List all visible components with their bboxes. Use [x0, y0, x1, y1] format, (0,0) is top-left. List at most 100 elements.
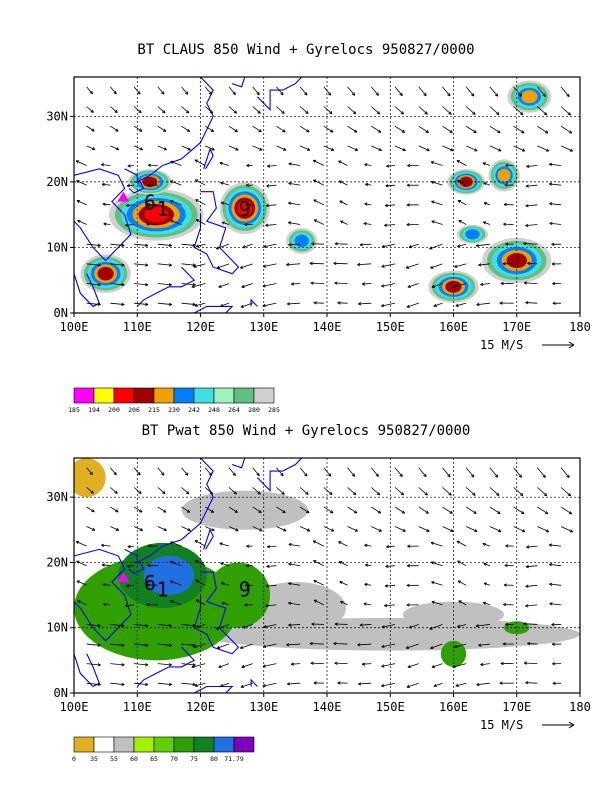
chart0-wind-arrow [429, 243, 443, 250]
chart0-wind-arrow [406, 302, 419, 308]
chart0-wind-arrow [276, 145, 287, 151]
chart1-wind-arrow [386, 545, 396, 548]
chart1-wind-arrow-head [333, 641, 337, 646]
chart1-wind-arrow [181, 487, 190, 495]
chart0-wind-arrow [195, 219, 206, 225]
chart0-wind-arrow-head [480, 282, 484, 286]
chart0-wind-arrow-head [115, 128, 119, 132]
chart1-wind-arrow-head [354, 528, 359, 532]
chart1-wind-arrow-head [454, 644, 458, 649]
chart1-wind-arrow-head [405, 645, 410, 650]
chart0-wind-arrow [205, 145, 215, 151]
chart0-x-tick-label: 110E [123, 320, 152, 334]
chart1-wind-arrow [252, 487, 261, 495]
chart1-wind-arrow [110, 506, 119, 513]
chart1-wind-arrow [252, 506, 262, 513]
chart1-wind-arrow [86, 487, 94, 494]
chart0-wind-arrow-head [208, 91, 213, 95]
chart0-wind-arrow-head [518, 93, 522, 97]
bottom-chart: 6 1 9 100E 110E 120E 130E 140E 150E 160E 170E 180 0N… [46, 457, 591, 763]
chart0-wind-arrow [262, 302, 277, 307]
chart0-wind-arrow-head [246, 163, 250, 168]
chart1-wind-arrow [204, 487, 214, 495]
chart1-wind-arrow [340, 601, 348, 606]
chart0-wind-arrow [110, 263, 125, 266]
chart0-gyre-label-1: 1 [157, 197, 169, 221]
chart1-wind-arrow [299, 506, 310, 514]
chart1-wind-arrow-head [545, 529, 550, 533]
chart1-wind-arrow-head [498, 529, 502, 533]
chart1-wind-arrow [170, 600, 182, 606]
chart0-wind-arrow [181, 86, 189, 95]
chart1-wind-arrow-head [221, 601, 225, 606]
chart0-colorbar-label: 242 [188, 406, 200, 414]
chart0-wind-arrow-head [103, 222, 107, 226]
chart0-coastline [250, 298, 258, 307]
chart0-wind-arrow-head [235, 147, 239, 151]
chart0-wind-arrow [125, 224, 135, 226]
chart1-wind-arrow [157, 624, 172, 627]
chart1-wind-arrow-head [376, 491, 381, 496]
chart0-wind-arrow [157, 86, 165, 95]
chart1-wind-arrow [181, 624, 196, 627]
chart1-wind-arrow [457, 624, 467, 628]
chart1-wind-arrow [370, 467, 379, 477]
chart1-wind-arrow [127, 545, 135, 548]
chart1-wind-arrow-head [145, 682, 149, 687]
chart1-colorbar-swatch [173, 736, 195, 753]
chart1-wind-arrow [364, 544, 372, 547]
chart0-wind-arrow-head [400, 111, 404, 115]
chart0-wind-arrow-head [381, 244, 385, 249]
chart1-wind-arrow [455, 682, 467, 687]
chart1-coastline [203, 528, 214, 550]
chart0-wind-arrow [313, 219, 325, 225]
chart1-wind-arrow-head [194, 683, 198, 687]
chart0-cloud-region [521, 90, 538, 104]
chart0-wind-arrow [157, 263, 172, 266]
chart1-wind-arrow [263, 643, 277, 648]
chart0-wind-arrow-head [259, 147, 263, 151]
chart1-wind-arrow [347, 467, 356, 477]
chart0-wind-arrow [299, 125, 310, 133]
chart1-wind-arrow-head [457, 580, 462, 584]
chart0-x-tick-label: 130E [249, 320, 278, 334]
chart0-wind-arrow-head [544, 130, 549, 134]
chart0-wind-arrow-head [526, 164, 530, 168]
chart0-wind-arrow-head [334, 281, 338, 285]
chart0-wind-arrow-head [365, 182, 369, 187]
chart1-wind-arrow [86, 663, 101, 666]
chart1-wind-arrow-head [137, 472, 141, 476]
chart0-wind-arrow [110, 145, 119, 151]
chart1-wind-arrow [560, 526, 573, 533]
chart1-wind-arrow-head [424, 492, 428, 496]
chart1-gyre-label-6: 6 [144, 571, 156, 595]
chart0-gyre-label-9: 9 [239, 197, 251, 221]
chart1-wind-arrow [266, 565, 277, 567]
chart1-wind-arrow-head [146, 583, 150, 587]
chart1-wind-arrow [465, 526, 478, 532]
chart0-wind-arrow-head [425, 129, 429, 133]
chart0-wind-arrow [465, 125, 477, 134]
chart1-wind-arrow [418, 506, 429, 514]
chart0-wind-arrow-head [257, 110, 261, 114]
chart1-wind-arrow-head [447, 473, 451, 478]
chart1-wind-arrow-head [265, 603, 269, 608]
chart1-colorbar-swatch [213, 736, 235, 753]
chart0-wind-arrow-head [101, 182, 105, 187]
chart1-wind-arrow-head [482, 601, 487, 605]
chart0-wind-arrow [252, 86, 260, 96]
chart0-wind-arrow-head [306, 129, 310, 133]
chart0-wind-arrow-head [429, 246, 433, 250]
chart0-wind-arrow-head [523, 241, 527, 246]
chart1-wind-arrow-head [431, 581, 435, 585]
chart0-wind-arrow-head [545, 148, 550, 152]
chart1-wind-arrow-head [337, 681, 341, 685]
chart1-wind-arrow-head [288, 543, 292, 547]
chart0-wind-arrow-head [483, 182, 487, 186]
chart0-wind-arrow [475, 243, 490, 247]
chart0-wind-arrow-head [381, 303, 385, 308]
chart0-wind-arrow [418, 145, 430, 152]
chart1-wind-arrow-head [408, 625, 413, 629]
chart1-wind-arrow-head [305, 491, 309, 495]
